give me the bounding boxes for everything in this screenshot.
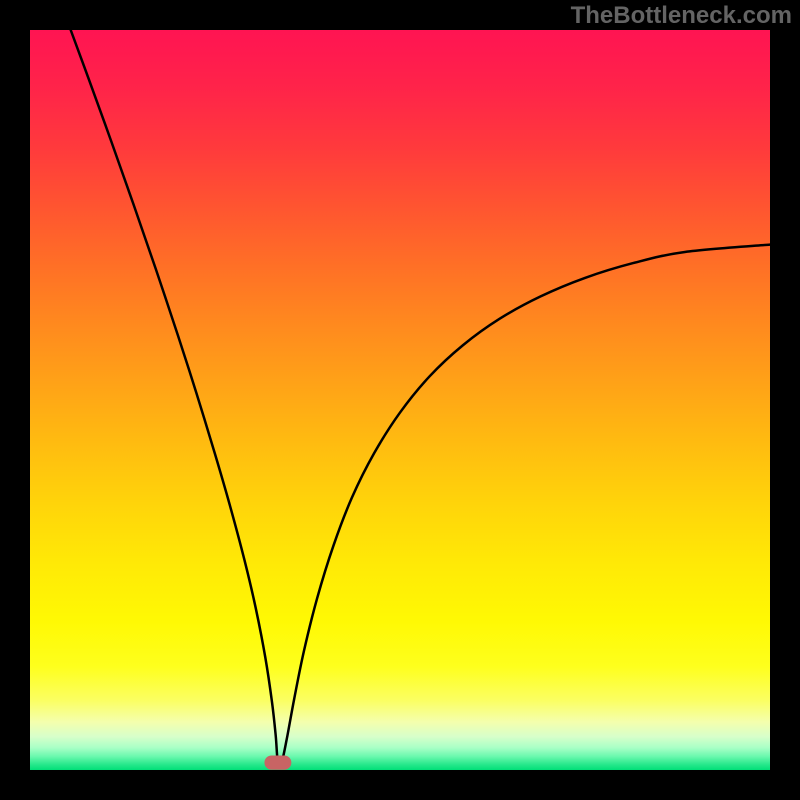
chart-container: TheBottleneck.com [0, 0, 800, 800]
bottleneck-chart-svg [0, 0, 800, 800]
minimum-marker [265, 756, 291, 769]
plot-area [30, 30, 770, 770]
watermark-text: TheBottleneck.com [571, 2, 792, 30]
